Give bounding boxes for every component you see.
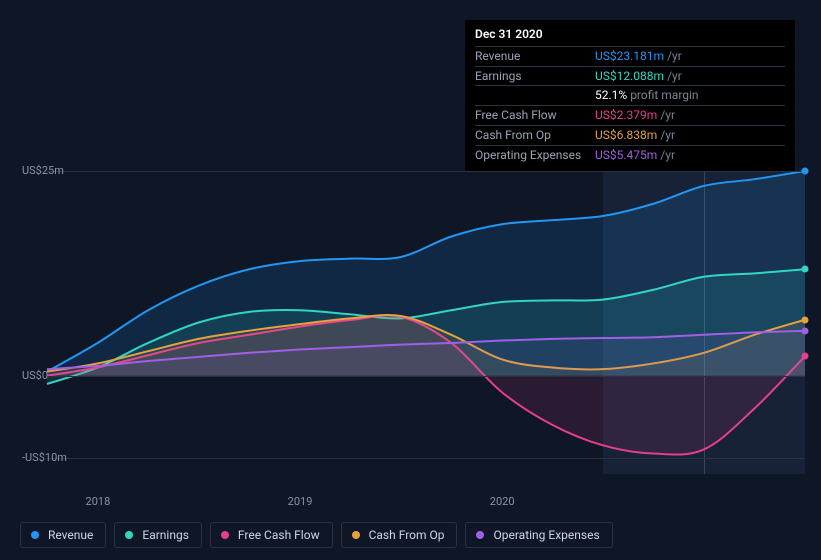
tooltip-row: RevenueUS$23.181m/yr <box>475 46 785 66</box>
gridline <box>47 458 805 459</box>
tooltip-row: 52.1%profit margin <box>475 85 785 105</box>
legend-item[interactable]: Revenue <box>20 522 106 548</box>
tooltip-row: Free Cash FlowUS$2.379m/yr <box>475 105 785 125</box>
gridline <box>47 376 805 377</box>
tooltip-label: Revenue <box>475 48 595 65</box>
x-axis-label: 2018 <box>86 495 111 508</box>
legend-dot-icon <box>221 531 229 539</box>
chart-svg <box>47 171 805 474</box>
series-end-dot <box>802 327 809 334</box>
series-end-dot <box>802 266 809 273</box>
legend-item[interactable]: Cash From Op <box>341 522 458 548</box>
legend-dot-icon <box>352 531 360 539</box>
tooltip-label: Earnings <box>475 68 595 85</box>
tooltip-label <box>475 87 595 104</box>
series-end-dot <box>802 316 809 323</box>
legend-label: Free Cash Flow <box>238 528 320 542</box>
series-end-dot <box>802 168 809 175</box>
legend-label: Revenue <box>48 528 93 542</box>
legend-label: Earnings <box>142 528 189 542</box>
y-axis-label: US$25m <box>22 164 64 177</box>
legend-item[interactable]: Operating Expenses <box>465 522 612 548</box>
legend-dot-icon <box>31 531 39 539</box>
chart-plot-area[interactable] <box>47 171 805 474</box>
tooltip-value: US$2.379m/yr <box>595 107 675 124</box>
legend-item[interactable]: Free Cash Flow <box>210 522 333 548</box>
legend-label: Cash From Op <box>369 528 445 542</box>
legend-dot-icon <box>476 531 484 539</box>
tooltip-value: US$23.181m/yr <box>595 48 682 65</box>
x-axis-label: 2020 <box>490 495 515 508</box>
tooltip-value: 52.1%profit margin <box>595 87 699 104</box>
tooltip-row: EarningsUS$12.088m/yr <box>475 66 785 86</box>
tooltip-value: US$12.088m/yr <box>595 68 682 85</box>
series-end-dot <box>802 353 809 360</box>
legend-dot-icon <box>125 531 133 539</box>
tooltip-label: Cash From Op <box>475 127 595 144</box>
tooltip-row: Cash From OpUS$6.838m/yr <box>475 125 785 145</box>
legend-item[interactable]: Earnings <box>114 522 202 548</box>
tooltip-date: Dec 31 2020 <box>475 26 785 46</box>
legend-label: Operating Expenses <box>493 528 599 542</box>
y-axis-label: US$0 <box>22 369 48 382</box>
financials-chart[interactable]: US$25mUS$0-US$10m201820192020 <box>17 155 805 490</box>
gridline <box>47 171 805 172</box>
tooltip-value: US$6.838m/yr <box>595 127 675 144</box>
chart-tooltip: Dec 31 2020 RevenueUS$23.181m/yrEarnings… <box>465 20 795 171</box>
tooltip-label: Free Cash Flow <box>475 107 595 124</box>
x-axis-label: 2019 <box>288 495 313 508</box>
chart-legend: Revenue Earnings Free Cash Flow Cash From O… <box>20 522 613 548</box>
y-axis-label: -US$10m <box>22 451 67 464</box>
